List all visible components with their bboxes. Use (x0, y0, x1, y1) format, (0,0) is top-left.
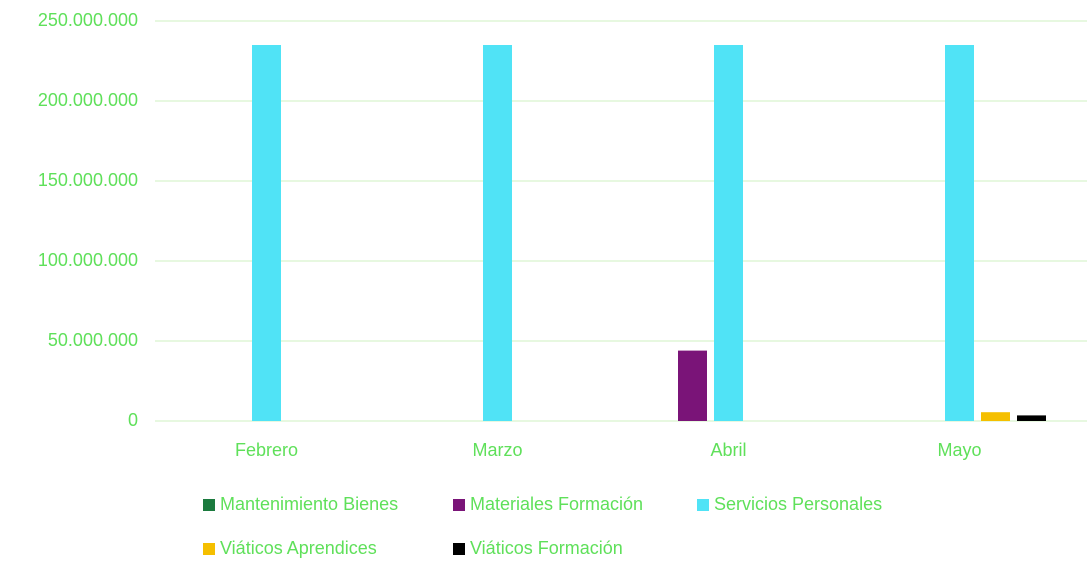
legend-label: Viáticos Aprendices (220, 538, 377, 558)
x-tick-label: Mayo (937, 440, 981, 460)
bar (483, 45, 512, 421)
legend-swatch (453, 543, 465, 555)
x-tick-label: Abril (710, 440, 746, 460)
legend-swatch (203, 543, 215, 555)
bar (714, 45, 743, 421)
y-tick-label: 100.000.000 (38, 250, 138, 270)
bar (252, 45, 281, 421)
y-tick-label: 200.000.000 (38, 90, 138, 110)
y-tick-label: 0 (128, 410, 138, 430)
x-tick-label: Febrero (235, 440, 298, 460)
legend-label: Servicios Personales (714, 494, 882, 514)
y-tick-label: 250.000.000 (38, 10, 138, 30)
y-tick-label: 50.000.000 (48, 330, 138, 350)
legend-label: Mantenimiento Bienes (220, 494, 398, 514)
bar (945, 45, 974, 421)
legend-swatch (453, 499, 465, 511)
x-tick-label: Marzo (472, 440, 522, 460)
bar (678, 350, 707, 421)
legend-label: Materiales Formación (470, 494, 643, 514)
y-tick-label: 150.000.000 (38, 170, 138, 190)
bar (1017, 415, 1046, 421)
legend-swatch (697, 499, 709, 511)
legend-swatch (203, 499, 215, 511)
legend-label: Viáticos Formación (470, 538, 623, 558)
bar (981, 412, 1010, 421)
